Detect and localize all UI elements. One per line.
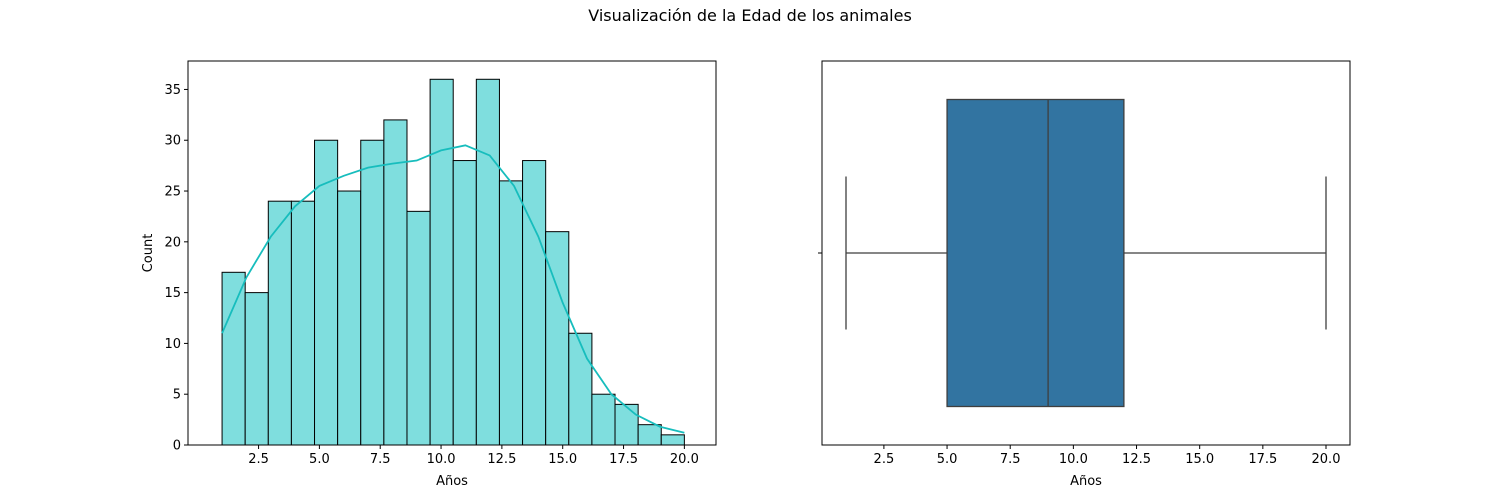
histogram-y-tick-label: 5 (173, 388, 181, 403)
histogram-y-axis-label: Count (141, 234, 156, 273)
histogram-bar (591, 393, 616, 446)
histogram-bar (221, 271, 246, 446)
histogram-x-tick-label: 7.5 (370, 452, 391, 467)
histogram-x-ticks: 2.5 5.0 7.5 10.0 12.5 15.0 17.5 20.0 (248, 445, 699, 467)
boxplot-x-tick-label: 20.0 (1312, 452, 1341, 467)
histogram-y-tick-label: 0 (173, 439, 181, 454)
histogram-y-ticks: 0 5 10 15 20 25 30 35 (164, 83, 188, 454)
boxplot-x-tick-label: 5.0 (937, 452, 958, 467)
boxplot-x-tick-label: 7.5 (1000, 452, 1021, 467)
histogram-bar (475, 78, 500, 446)
boxplot-x-ticks: 2.5 5.0 7.5 10.0 12.5 15.0 17.5 20.0 (874, 445, 1341, 467)
histogram-bar (290, 200, 316, 446)
box-iqr (946, 98, 1125, 408)
boxplot-x-tick-label: 10.0 (1059, 452, 1088, 467)
histogram-y-tick-label: 20 (164, 235, 181, 250)
histogram-x-tick-label: 12.5 (487, 452, 516, 467)
histogram-bar (452, 160, 477, 446)
histogram-bar (337, 190, 362, 446)
histogram-x-tick-label: 17.5 (609, 452, 638, 467)
histogram-x-tick-label: 20.0 (670, 452, 699, 467)
histogram-y-tick-label: 25 (164, 185, 181, 200)
histogram-bar (360, 139, 385, 446)
histogram-y-tick-label: 10 (164, 337, 181, 352)
histogram-bar (406, 210, 431, 446)
histogram-axes-frame (187, 60, 717, 446)
histogram-bar (614, 403, 639, 446)
histogram-y-tick-label: 15 (164, 286, 181, 301)
histogram-bar (522, 160, 547, 446)
histogram-x-tick-label: 2.5 (248, 452, 269, 467)
histogram-bar (568, 332, 593, 446)
histogram-bar (383, 119, 408, 446)
histogram-x-axis-label: Años (436, 474, 468, 489)
boxplot-x-tick-label: 2.5 (874, 452, 895, 467)
histogram-x-tick-label: 10.0 (427, 452, 456, 467)
histogram-bar (660, 434, 685, 446)
histogram-y-tick-label: 35 (164, 83, 181, 98)
histogram-bar (637, 424, 662, 446)
histogram-chart: 2.5 5.0 7.5 10.0 12.5 15.0 17.5 20.0 0 5 10 15 20 25… (141, 60, 717, 489)
boxplot-x-tick-label: 17.5 (1248, 452, 1277, 467)
boxplot-chart: 2.5 5.0 7.5 10.0 12.5 15.0 17.5 20.0 Años (818, 60, 1351, 489)
histogram-bars (221, 78, 685, 446)
histogram-bar (498, 180, 524, 446)
kde-line (221, 144, 685, 434)
boxplot-x-tick-label: 15.0 (1185, 452, 1214, 467)
histogram-bar (267, 200, 292, 446)
figure-title: Visualización de la Edad de los animales (588, 6, 912, 25)
boxplot-x-tick-label: 12.5 (1122, 452, 1151, 467)
histogram-y-tick-label: 30 (164, 134, 181, 149)
histogram-bar (429, 78, 454, 446)
histogram-x-tick-label: 5.0 (309, 452, 330, 467)
histogram-x-tick-label: 15.0 (548, 452, 577, 467)
histogram-bar (244, 292, 269, 446)
boxplot-x-axis-label: Años (1070, 474, 1102, 489)
